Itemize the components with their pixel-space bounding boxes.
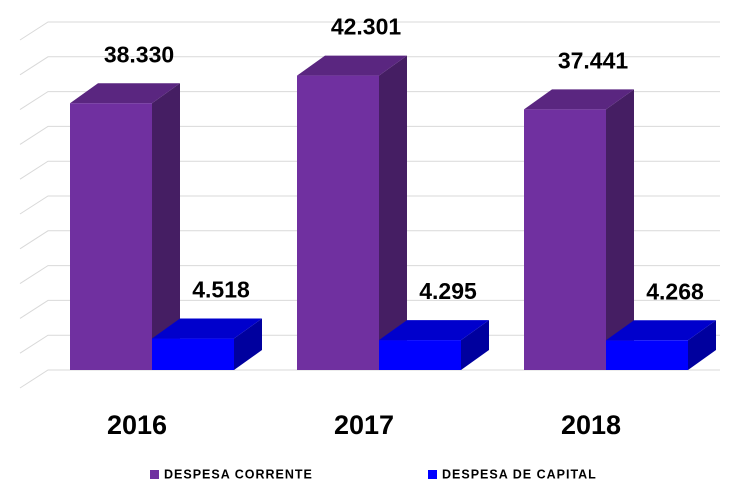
bar-top bbox=[379, 320, 489, 341]
grid-line bbox=[19, 369, 720, 389]
bar-top bbox=[152, 318, 262, 339]
grid-line bbox=[19, 91, 720, 111]
bar-top bbox=[524, 89, 634, 110]
legend-label: DESPESA DE CAPITAL bbox=[442, 467, 597, 481]
bar-side bbox=[152, 83, 180, 370]
legend-label: DESPESA CORRENTE bbox=[164, 467, 313, 481]
grid-line bbox=[19, 56, 720, 76]
x-tick-label: 2017 bbox=[334, 410, 394, 440]
data-label: 38.330 bbox=[104, 41, 174, 67]
grid-line bbox=[19, 160, 720, 180]
data-label: 4.268 bbox=[646, 278, 704, 304]
bar bbox=[606, 340, 688, 370]
bar-side bbox=[379, 55, 407, 370]
bar-top bbox=[606, 320, 716, 341]
bar-top bbox=[297, 55, 407, 76]
data-label: 4.295 bbox=[419, 278, 477, 304]
legend-swatch bbox=[150, 470, 159, 479]
grid-line bbox=[19, 125, 720, 145]
data-label: 4.518 bbox=[192, 277, 250, 303]
bar bbox=[379, 340, 461, 370]
data-label: 42.301 bbox=[331, 14, 402, 40]
bar bbox=[524, 109, 606, 370]
grid-line bbox=[19, 334, 720, 354]
bar bbox=[297, 75, 379, 371]
bar-side bbox=[606, 89, 634, 370]
x-tick-label: 2018 bbox=[561, 410, 621, 440]
bar-side bbox=[461, 320, 489, 370]
data-label: 37.441 bbox=[558, 47, 629, 73]
bar-side bbox=[234, 318, 262, 370]
grid-line bbox=[19, 299, 720, 319]
grid-line bbox=[19, 195, 720, 215]
bar bbox=[152, 338, 234, 370]
bar bbox=[70, 103, 152, 370]
legend-swatch bbox=[428, 470, 437, 479]
grid-line bbox=[19, 230, 720, 250]
x-tick-label: 2016 bbox=[107, 410, 167, 440]
bar-top bbox=[70, 83, 180, 104]
grid-line bbox=[19, 21, 720, 41]
grid-line bbox=[19, 265, 720, 285]
bar-side bbox=[688, 320, 716, 370]
